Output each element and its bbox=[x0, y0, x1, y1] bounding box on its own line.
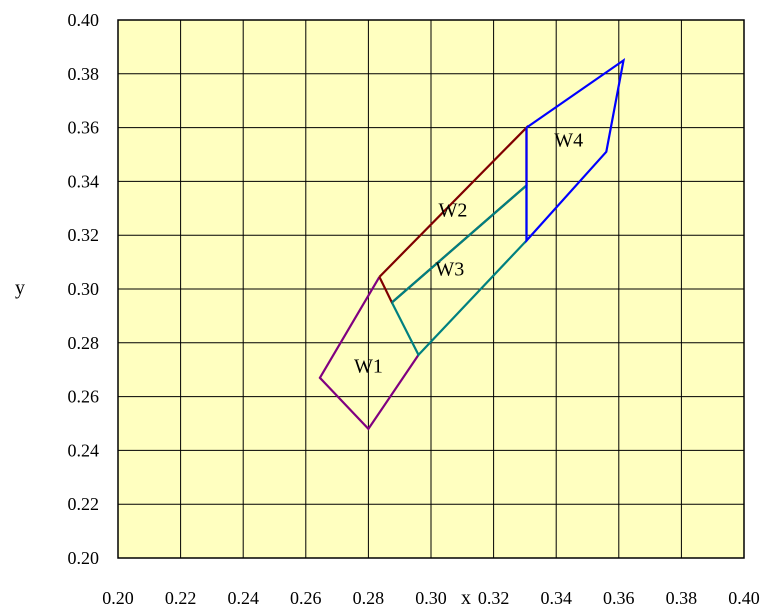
x-tick-label: 0.24 bbox=[227, 588, 259, 608]
x-tick-label: 0.28 bbox=[353, 588, 385, 608]
series-line-4 bbox=[525, 57, 626, 244]
x-tick-labels: 0.20 0.22 0.24 0.26 0.28 0.30 0.32 0.34 0.36 0.38… bbox=[102, 588, 760, 608]
x-tick-label: 0.38 bbox=[666, 588, 698, 608]
y-tick-label: 0.20 bbox=[68, 548, 100, 568]
x-tick-label: 0.26 bbox=[290, 588, 322, 608]
y-tick-label: 0.38 bbox=[68, 64, 100, 84]
y-tick-labels: 0.20 0.22 0.24 0.26 0.28 0.30 0.32 0.34 0.36 0.38… bbox=[68, 10, 100, 568]
y-tick-label: 0.34 bbox=[68, 171, 100, 191]
x-tick-label: 0.34 bbox=[540, 588, 572, 608]
y-tick-label: 0.32 bbox=[68, 225, 100, 245]
series-line-1 bbox=[318, 276, 420, 431]
y-tick-label: 0.28 bbox=[68, 333, 100, 353]
x-tick-label: 0.32 bbox=[478, 588, 510, 608]
x-tick-label: 0.36 bbox=[603, 588, 635, 608]
series-group bbox=[318, 57, 626, 431]
region-labels: W1 W2 W3 W4 bbox=[354, 129, 583, 377]
y-tick-label: 0.36 bbox=[68, 118, 100, 138]
y-tick-label: 0.26 bbox=[68, 387, 100, 407]
region-label-w2: W2 bbox=[438, 199, 467, 221]
region-label-w1: W1 bbox=[354, 355, 383, 377]
x-axis-label: x bbox=[461, 587, 471, 609]
region-label-w3: W3 bbox=[435, 259, 464, 281]
x-tick-label: 0.20 bbox=[102, 588, 134, 608]
y-tick-label: 0.30 bbox=[68, 279, 100, 299]
region-label-w4: W4 bbox=[554, 129, 583, 151]
plot-frame bbox=[117, 19, 745, 559]
x-tick-label: 0.30 bbox=[415, 588, 447, 608]
x-tick-label: 0.40 bbox=[728, 588, 760, 608]
y-axis-label: y bbox=[15, 277, 25, 299]
x-tick-label: 0.22 bbox=[165, 588, 197, 608]
y-tick-label: 0.40 bbox=[68, 10, 100, 30]
y-tick-label: 0.24 bbox=[68, 440, 100, 460]
y-tick-label: 0.22 bbox=[68, 494, 100, 514]
